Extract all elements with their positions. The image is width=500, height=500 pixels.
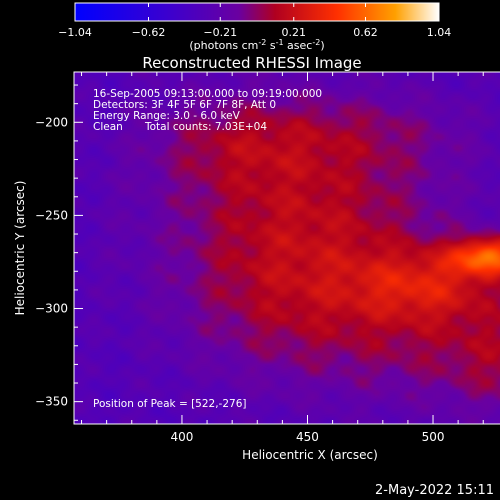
colorbar: −1.04 −0.62 −0.21 0.21 0.62 1.04 (photons cm-…: [58, 2, 452, 52]
annotation-counts: Total counts: 7.03E+04: [144, 121, 267, 133]
x-axis-label: Heliocentric X (arcsec): [242, 448, 378, 462]
colorbar-tick-label: 0.62: [353, 26, 378, 39]
colorbar-tick-label: 1.04: [427, 26, 452, 39]
y-tick-label: −250: [35, 208, 68, 222]
annotation-time-range: 16-Sep-2005 09:13:00.000 to 09:19:00.000: [93, 88, 322, 100]
annotation-energy: Energy Range: 3.0 - 6.0 keV: [93, 110, 241, 122]
y-tick-label: −300: [35, 302, 68, 316]
colorbar-tick-label: −0.21: [203, 26, 237, 39]
annotation-peak: Position of Peak = [522,-276]: [93, 398, 247, 410]
y-tick-label: −200: [35, 115, 68, 129]
colorbar-unit-label: (photons cm-2 s-1 asec-2): [189, 38, 324, 52]
annotations: 16-Sep-2005 09:13:00.000 to 09:19:00.000…: [93, 88, 322, 410]
footer-date: 2-May-2022 15:11: [375, 483, 494, 498]
chart-title: Reconstructed RHESSI Image: [142, 54, 361, 72]
x-tick-label: 400: [171, 430, 194, 444]
annotation-method: Clean: [93, 121, 123, 133]
colorbar-tick-label: −0.62: [132, 26, 166, 39]
plot-frame: [73, 71, 500, 425]
y-axis-label: Heliocentric Y (arcsec): [13, 181, 27, 316]
x-tick-label: 500: [422, 430, 445, 444]
colorbar-frame: [74, 2, 440, 22]
colorbar-gradient: [75, 3, 439, 21]
colorbar-tick-label: 0.21: [282, 26, 307, 39]
axis-ticks: 400 450 500 −200 −250 −300 −350: [35, 72, 484, 444]
annotation-detectors: Detectors: 3F 4F 5F 6F 7F 8F, Att 0: [93, 99, 276, 111]
colorbar-tick-label: −1.04: [58, 26, 92, 39]
heatmap-image: [74, 72, 500, 424]
x-tick-label: 450: [296, 430, 319, 444]
y-tick-label: −350: [35, 395, 68, 409]
